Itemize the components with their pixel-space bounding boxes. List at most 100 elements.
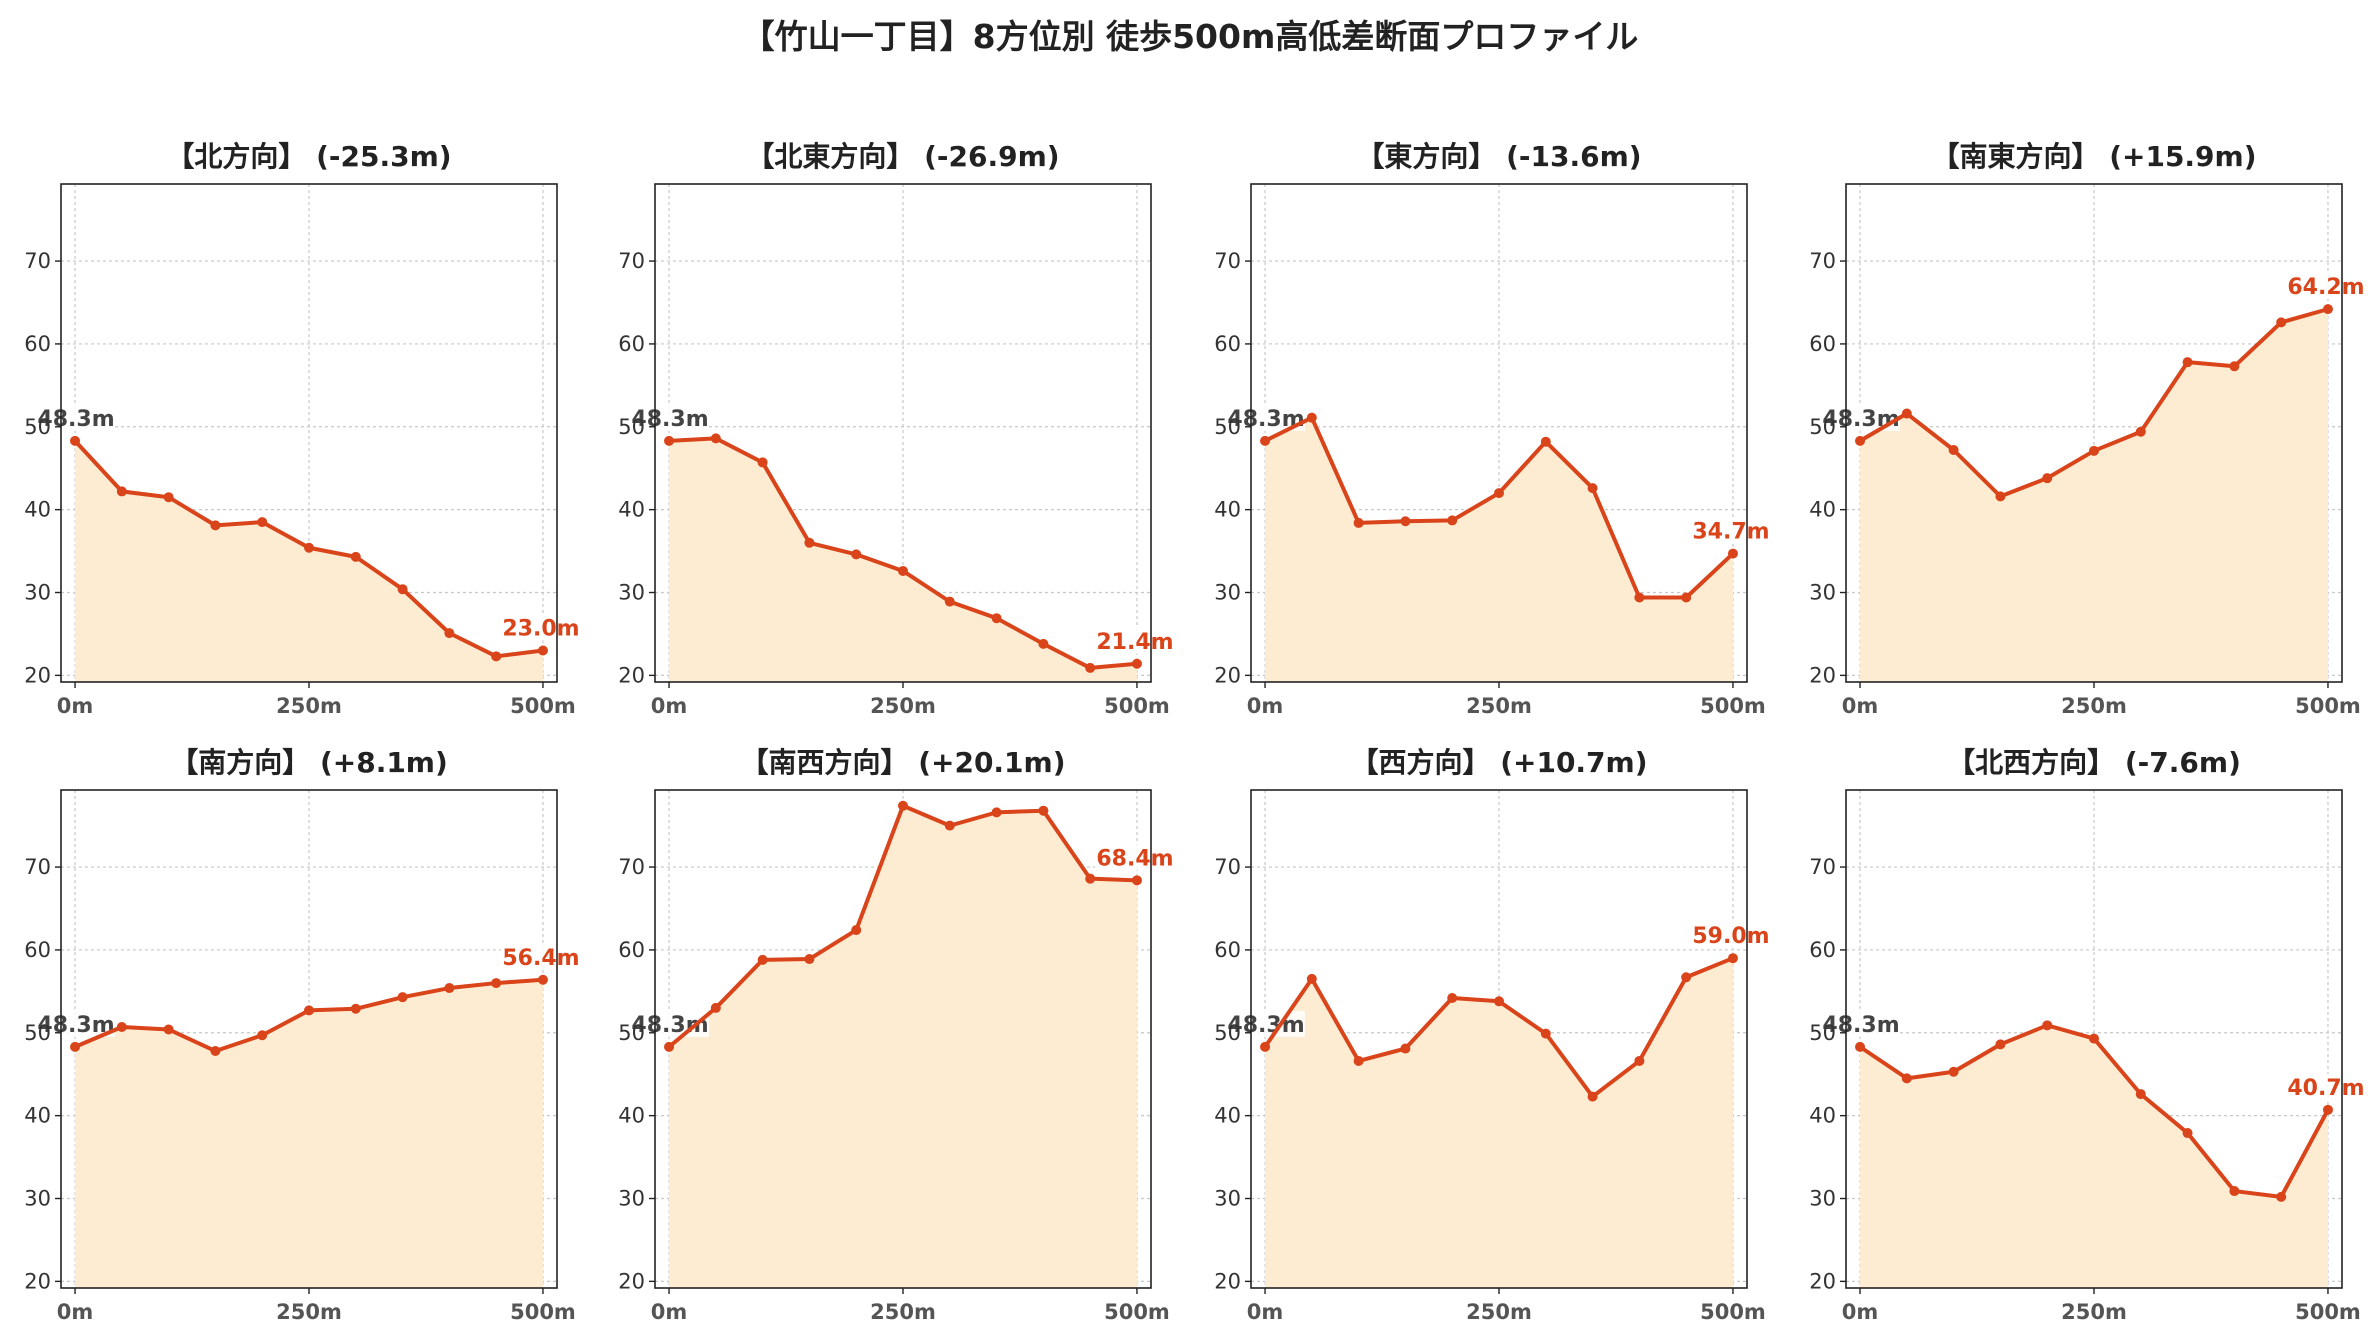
end-label-background	[1094, 627, 1179, 654]
data-point	[257, 517, 268, 528]
data-point	[1494, 488, 1504, 499]
data-point	[163, 1024, 174, 1035]
y-tick-label: 50	[24, 1021, 51, 1045]
x-tick-label: 500m	[2295, 694, 2361, 718]
data-point	[1131, 875, 1142, 886]
data-point	[1855, 1041, 1866, 1052]
x-tick-label: 500m	[1104, 1300, 1170, 1324]
area-fill	[75, 979, 543, 1288]
y-tick-label: 50	[1809, 1021, 1836, 1045]
y-tick-label: 40	[618, 498, 645, 522]
y-tick-label: 20	[618, 663, 645, 687]
data-point	[1260, 435, 1271, 446]
data-point	[1727, 548, 1738, 559]
y-tick-label: 30	[24, 581, 51, 605]
y-tick-label: 40	[1809, 1104, 1836, 1128]
start-elevation-label: 48.3m	[1822, 1013, 1899, 1038]
data-point	[257, 1030, 268, 1041]
x-tick-label: 250m	[1466, 1300, 1532, 1324]
panel-title: 【北西方向】 (-7.6m)	[1947, 746, 2241, 779]
x-tick-label: 500m	[2295, 1300, 2361, 1324]
end-label-background	[1690, 922, 1775, 949]
end-label-background	[1690, 517, 1775, 544]
data-point	[2276, 317, 2287, 328]
y-tick-label: 60	[24, 938, 51, 962]
x-tick-label: 0m	[1247, 694, 1284, 718]
data-point	[1540, 436, 1551, 447]
data-point	[1353, 517, 1364, 528]
data-point	[2042, 1020, 2053, 1031]
x-tick-label: 500m	[1700, 694, 1766, 718]
data-point	[1447, 515, 1458, 526]
y-tick-label: 60	[1809, 332, 1836, 356]
data-point	[1131, 658, 1142, 669]
y-tick-label: 70	[1214, 855, 1241, 879]
data-point	[210, 520, 221, 531]
y-tick-label: 50	[24, 415, 51, 439]
data-point	[537, 645, 548, 656]
y-tick-label: 50	[1214, 415, 1241, 439]
start-label-background	[37, 404, 116, 431]
x-tick-label: 250m	[2061, 1300, 2127, 1324]
end-label-background	[500, 614, 585, 641]
y-tick-label: 30	[618, 1187, 645, 1211]
data-point	[1353, 1055, 1364, 1066]
end-elevation-label: 56.4m	[502, 946, 579, 971]
y-tick-label: 40	[1214, 498, 1241, 522]
y-tick-label: 40	[618, 1104, 645, 1128]
data-point	[1948, 444, 1959, 455]
data-point	[491, 978, 502, 989]
x-tick-label: 250m	[276, 1300, 342, 1324]
data-point	[491, 651, 502, 662]
y-tick-label: 70	[618, 249, 645, 273]
x-tick-label: 0m	[1842, 694, 1879, 718]
start-elevation-label: 48.3m	[1227, 1013, 1304, 1038]
data-point	[444, 628, 455, 639]
y-tick-label: 20	[1809, 663, 1836, 687]
data-point	[2322, 1104, 2333, 1115]
end-elevation-label: 68.4m	[1096, 846, 1173, 871]
y-tick-label: 70	[1214, 249, 1241, 273]
end-elevation-label: 23.0m	[502, 617, 579, 642]
data-point	[1306, 973, 1317, 984]
y-tick-label: 50	[618, 1021, 645, 1045]
end-label-background	[500, 943, 585, 970]
x-tick-label: 250m	[870, 1300, 936, 1324]
x-tick-label: 0m	[57, 1300, 94, 1324]
data-point	[804, 954, 815, 965]
data-point	[1085, 662, 1096, 673]
data-point	[1587, 483, 1598, 494]
data-point	[2135, 426, 2146, 437]
x-tick-label: 0m	[1247, 1300, 1284, 1324]
y-tick-label: 30	[618, 581, 645, 605]
x-tick-label: 0m	[1842, 1300, 1879, 1324]
panel-title: 【南西方向】 (+20.1m)	[740, 746, 1065, 779]
data-point	[851, 925, 862, 936]
y-tick-label: 50	[1809, 415, 1836, 439]
y-tick-label: 60	[24, 332, 51, 356]
start-elevation-label: 48.3m	[37, 407, 114, 432]
data-point	[2089, 445, 2099, 456]
data-point	[2135, 1089, 2146, 1100]
data-point	[851, 549, 862, 560]
y-tick-label: 20	[618, 1269, 645, 1293]
data-point	[1634, 592, 1645, 603]
data-point	[757, 457, 768, 468]
end-elevation-label: 34.7m	[1692, 520, 1769, 545]
data-point	[804, 537, 815, 548]
data-point	[1085, 873, 1096, 884]
data-point	[1587, 1091, 1598, 1102]
data-point	[116, 1021, 127, 1032]
start-label-background	[37, 1010, 116, 1037]
x-tick-label: 500m	[1700, 1300, 1766, 1324]
data-point	[70, 435, 81, 446]
data-point	[1447, 992, 1458, 1003]
y-tick-label: 30	[1809, 581, 1836, 605]
area-fill	[1860, 309, 2328, 682]
x-tick-label: 0m	[57, 694, 94, 718]
y-tick-label: 70	[24, 855, 51, 879]
data-point	[1540, 1028, 1551, 1039]
data-point	[2182, 357, 2193, 368]
